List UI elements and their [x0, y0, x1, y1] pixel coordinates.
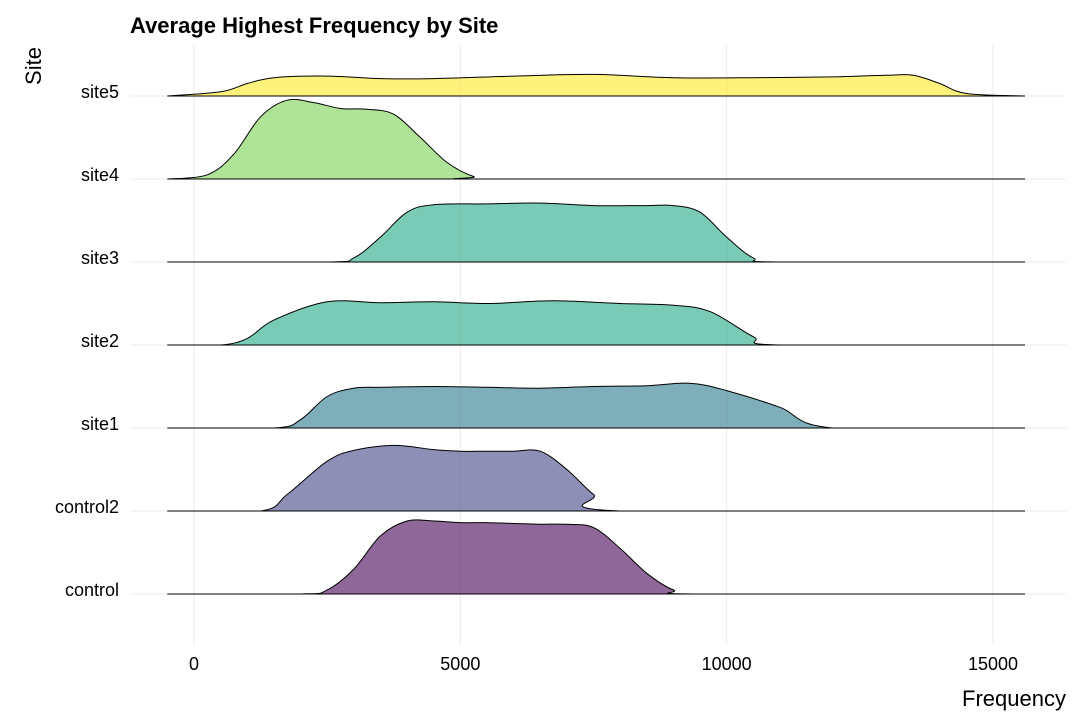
category-label: control: [65, 580, 119, 600]
ridge-site2: [167, 300, 1025, 346]
y-axis-title: Site: [21, 47, 46, 85]
ridge-layer: [167, 73, 1026, 595]
ridge-fill: [167, 74, 1025, 96]
x-tick-label: 5000: [440, 654, 480, 674]
ridge-site5: [167, 73, 1026, 97]
ridge-fill: [167, 203, 1025, 262]
category-label: site4: [81, 165, 119, 185]
ridge-control: [167, 519, 1025, 595]
ridge-fill: [167, 445, 1025, 511]
category-label: site2: [81, 331, 119, 351]
label-layer: 0 5000 10000 15000 control control2 site1 site2…: [55, 82, 1018, 674]
category-label: site1: [81, 414, 119, 434]
ridge-fill: [167, 300, 1025, 345]
ridge-fill: [167, 99, 1025, 179]
ridge-control2: [167, 444, 1025, 512]
category-label: site3: [81, 248, 119, 268]
ridge-site4: [167, 98, 1025, 180]
category-label: control2: [55, 497, 119, 517]
category-label: site5: [81, 82, 119, 102]
x-axis-title: Frequency: [962, 686, 1066, 711]
x-tick-label: 15000: [968, 654, 1018, 674]
x-tick-label: 0: [189, 654, 199, 674]
ridge-outline: [167, 382, 1025, 429]
x-tick-label: 10000: [702, 654, 752, 674]
ridge-site1: [167, 382, 1025, 429]
ridge-outline: [167, 519, 1025, 595]
ridge-site3: [167, 202, 1025, 263]
ridge-outline: [167, 73, 1026, 97]
ridge-outline: [167, 300, 1025, 346]
ridge-outline: [167, 202, 1025, 263]
ridge-outline: [167, 444, 1025, 512]
ridge-fill: [167, 519, 1025, 594]
chart-title: Average Highest Frequency by Site: [130, 13, 498, 38]
ridge-fill: [167, 383, 1025, 428]
